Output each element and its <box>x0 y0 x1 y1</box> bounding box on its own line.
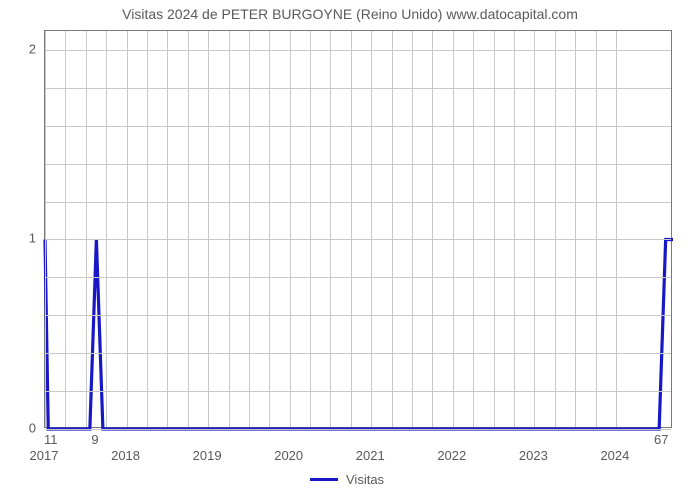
y-tick-label: 0 <box>0 421 36 436</box>
grid-v-minor <box>86 31 87 427</box>
grid-v-minor <box>351 31 352 427</box>
legend-swatch <box>310 478 338 481</box>
grid-v-minor <box>596 31 597 427</box>
grid-v-minor <box>147 31 148 427</box>
grid-h-minor <box>45 277 671 278</box>
grid-v-minor <box>412 31 413 427</box>
x-tick-label: 2022 <box>437 448 466 463</box>
y-tick-label: 1 <box>0 231 36 246</box>
grid-h-minor <box>45 353 671 354</box>
grid-v-major <box>616 31 617 427</box>
grid-h-minor <box>45 88 671 89</box>
legend-label: Visitas <box>346 472 384 487</box>
grid-v-minor <box>310 31 311 427</box>
grid-v-minor <box>106 31 107 427</box>
chart-series-line <box>45 239 673 429</box>
grid-v-minor <box>392 31 393 427</box>
grid-v-minor <box>473 31 474 427</box>
grid-v-minor <box>330 31 331 427</box>
grid-v-minor <box>65 31 66 427</box>
grid-v-major <box>290 31 291 427</box>
grid-h-major <box>45 50 671 51</box>
y-tick-label: 2 <box>0 41 36 56</box>
chart-plot-area <box>44 30 672 428</box>
grid-v-minor <box>575 31 576 427</box>
grid-v-minor <box>188 31 189 427</box>
x-tick-label: 2023 <box>519 448 548 463</box>
grid-h-major <box>45 429 671 430</box>
grid-v-major <box>127 31 128 427</box>
bottom-number-right: 67 <box>654 432 668 447</box>
chart-line-svg <box>45 31 673 429</box>
page-title: Visitas 2024 de PETER BURGOYNE (Reino Un… <box>0 6 700 22</box>
x-tick-label: 2019 <box>193 448 222 463</box>
grid-h-minor <box>45 391 671 392</box>
grid-h-minor <box>45 164 671 165</box>
grid-v-minor <box>555 31 556 427</box>
grid-h-major <box>45 239 671 240</box>
grid-v-minor <box>249 31 250 427</box>
x-tick-label: 2021 <box>356 448 385 463</box>
grid-v-major <box>534 31 535 427</box>
grid-v-minor <box>432 31 433 427</box>
bottom-number-left-1: 11 <box>44 432 58 447</box>
grid-v-major <box>371 31 372 427</box>
grid-v-minor <box>494 31 495 427</box>
grid-v-major <box>453 31 454 427</box>
x-tick-label: 2017 <box>30 448 59 463</box>
grid-v-minor <box>229 31 230 427</box>
grid-v-major <box>208 31 209 427</box>
grid-v-minor <box>514 31 515 427</box>
grid-v-minor <box>269 31 270 427</box>
grid-h-minor <box>45 126 671 127</box>
grid-h-minor <box>45 315 671 316</box>
legend: Visitas <box>310 472 384 487</box>
x-tick-label: 2024 <box>600 448 629 463</box>
grid-v-minor <box>167 31 168 427</box>
x-tick-label: 2018 <box>111 448 140 463</box>
x-tick-label: 2020 <box>274 448 303 463</box>
bottom-number-left-2: 9 <box>91 432 98 447</box>
grid-v-major <box>45 31 46 427</box>
grid-h-minor <box>45 202 671 203</box>
